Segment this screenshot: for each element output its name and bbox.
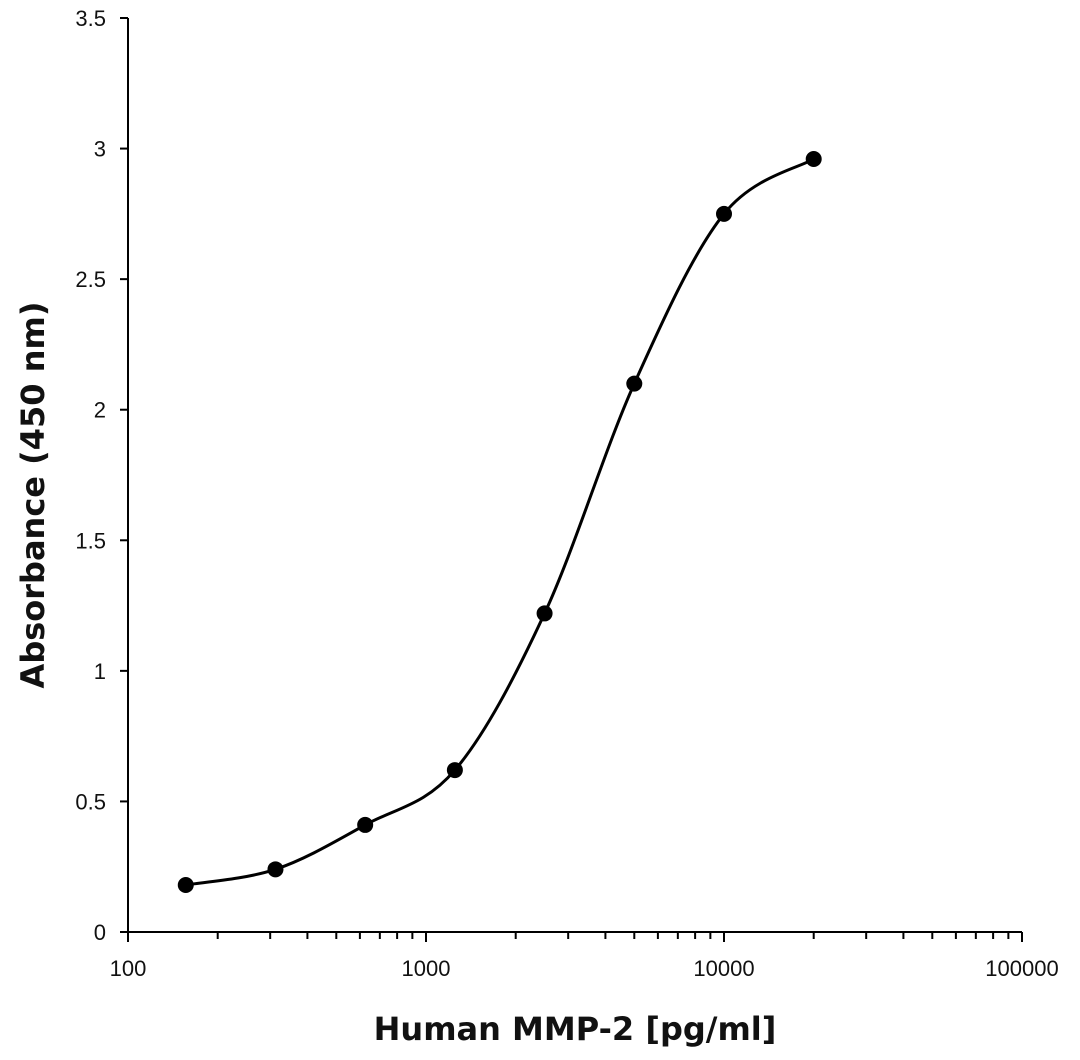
series-curve	[185, 157, 815, 887]
y-axis-title: Absorbance (450 nm)	[14, 302, 52, 689]
data-point	[267, 861, 284, 878]
y-tick-label: 0	[94, 920, 106, 945]
y-tick-label: 2.5	[75, 267, 106, 292]
x-axis-ticks: 100 1000 10000 100000	[110, 932, 1059, 981]
x-tick-label: 100000	[985, 956, 1058, 981]
y-tick-label: 1.5	[75, 528, 106, 553]
x-tick-label: 100	[110, 956, 147, 981]
y-tick-label: 3.5	[75, 6, 106, 31]
y-tick-label: 3	[94, 137, 106, 162]
data-point	[805, 151, 822, 168]
y-tick-label: 2	[94, 398, 106, 423]
data-point	[716, 205, 732, 222]
data-point	[626, 375, 643, 392]
data-point	[177, 876, 194, 893]
y-tick-label: 0.5	[75, 789, 106, 814]
x-tick-label: 1000	[402, 956, 451, 981]
y-tick-label: 1	[94, 659, 106, 684]
data-points	[177, 151, 822, 893]
data-point	[536, 605, 553, 622]
data-point	[357, 816, 374, 833]
x-axis-title: Human MMP-2 [pg/ml]	[374, 1010, 777, 1048]
y-axis-ticks: 0 0.5 1 1.5 2 2.5 3 3.5	[75, 6, 128, 945]
x-tick-label: 10000	[693, 956, 754, 981]
data-point	[446, 762, 463, 779]
